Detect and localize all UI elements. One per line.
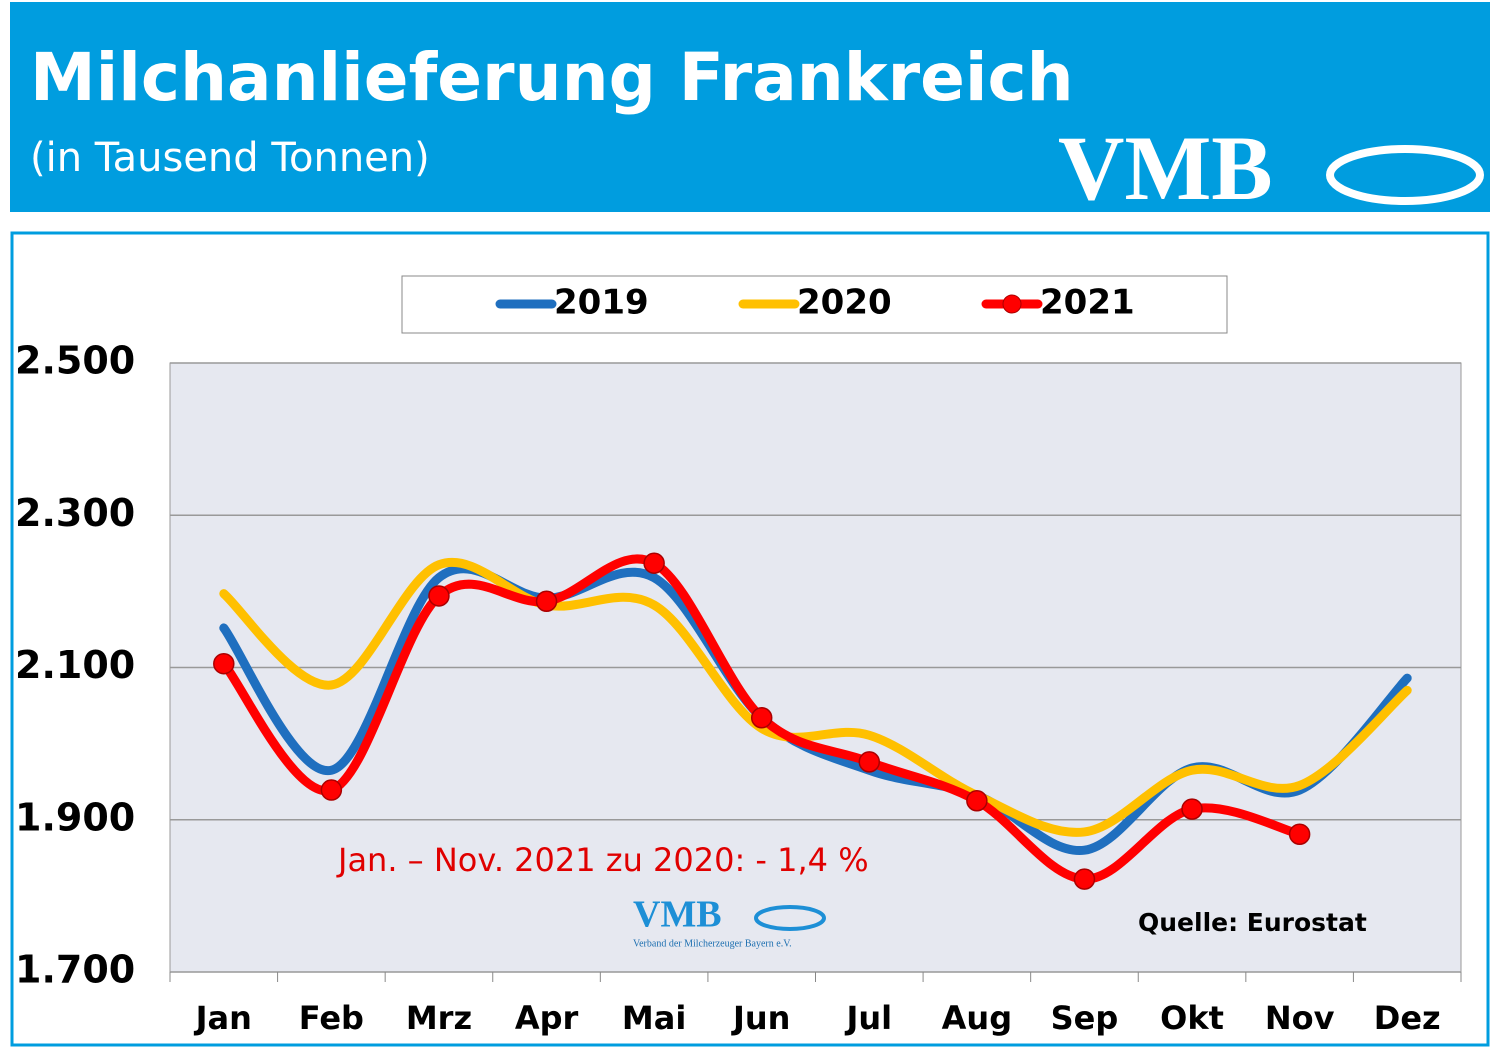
x-tick-label: Dez [1374, 999, 1441, 1037]
x-tick-label: Sep [1051, 999, 1119, 1037]
marker [858, 751, 881, 773]
y-tick-label: 2.100 [15, 643, 135, 687]
x-tick-label: Mrz [406, 999, 472, 1037]
marker [1181, 798, 1203, 820]
marker [643, 552, 665, 574]
logo-icon [1326, 145, 1484, 205]
legend-label: 2021 [1040, 283, 1135, 323]
x-tick-label: Okt [1160, 999, 1224, 1037]
logo-small-icon [754, 905, 826, 931]
marker [966, 789, 988, 812]
legend-label: 2019 [554, 283, 649, 323]
header [10, 2, 1490, 212]
marker [428, 585, 450, 607]
legend-marker [1002, 294, 1022, 314]
logo-small-caption: Verband der Milcherzeuger Bayern e.V. [633, 938, 792, 949]
x-tick-label: Feb [299, 999, 364, 1037]
marker [535, 590, 558, 613]
marker [750, 706, 773, 729]
marker [1073, 868, 1096, 890]
x-tick-label: Apr [515, 999, 579, 1037]
x-tick-label: Jan [194, 999, 252, 1037]
x-tick-label: Jul [844, 999, 892, 1037]
logo-small: VMB [633, 894, 722, 936]
series-line [219, 554, 1305, 884]
marker [320, 779, 343, 801]
x-tick-label: Mai [622, 999, 686, 1037]
x-tick-label: Aug [942, 999, 1012, 1037]
annotation: Jan. – Nov. 2021 zu 2020: - 1,4 % [336, 841, 869, 879]
y-tick-label: 1.700 [15, 948, 135, 992]
y-tick-label: 2.500 [15, 339, 135, 383]
x-tick-label: Nov [1265, 999, 1335, 1037]
y-tick-label: 2.300 [15, 491, 135, 535]
logo: VMB [1058, 117, 1273, 219]
x-tick-label: Jun [731, 999, 790, 1037]
marker [213, 652, 235, 675]
marker [1288, 823, 1311, 845]
chart-subtitle: (in Tausend Tonnen) [30, 135, 430, 181]
chart-title: Milchanlieferung Frankreich [30, 39, 1074, 116]
source: Quelle: Eurostat [1138, 908, 1367, 937]
legend-label: 2020 [797, 283, 892, 323]
y-tick-label: 1.900 [15, 795, 135, 839]
